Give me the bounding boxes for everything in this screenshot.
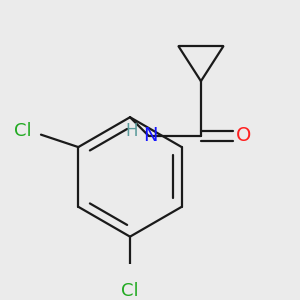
Text: N: N <box>143 126 157 146</box>
Text: O: O <box>236 126 251 146</box>
Text: Cl: Cl <box>14 122 31 140</box>
Text: H: H <box>125 122 137 140</box>
Text: Cl: Cl <box>121 282 139 300</box>
